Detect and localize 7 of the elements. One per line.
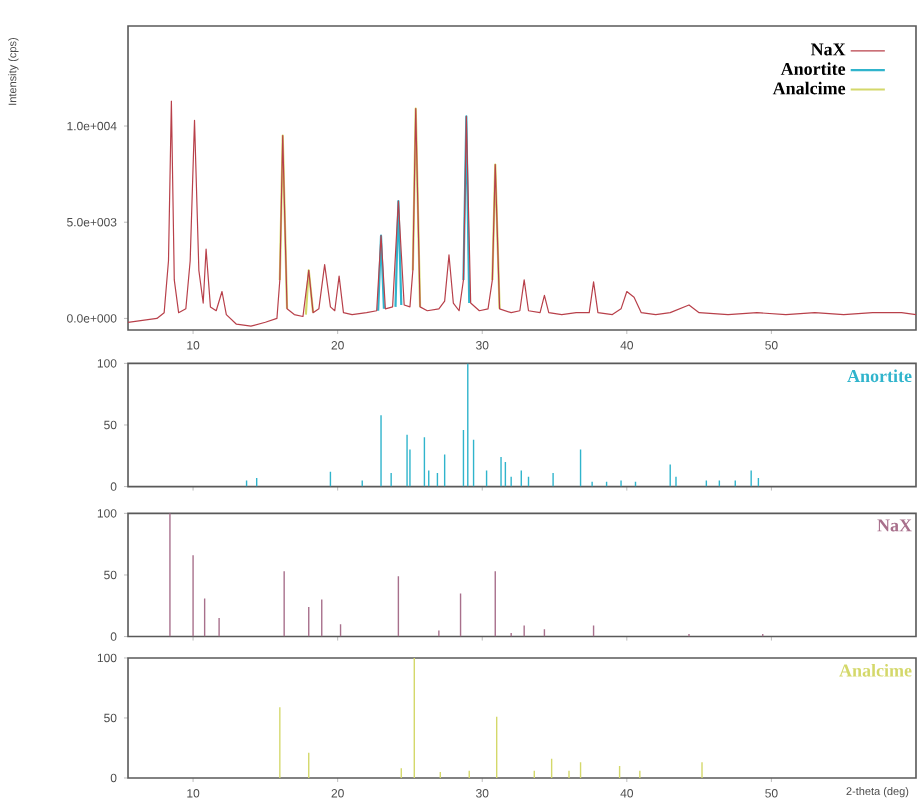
text: Anortite bbox=[847, 369, 912, 383]
legend-label: Analcime bbox=[772, 81, 846, 95]
text: NaX bbox=[877, 519, 912, 532]
legend-label: NaX bbox=[810, 43, 846, 56]
text: Analcime bbox=[839, 663, 912, 677]
line-series bbox=[128, 100, 916, 327]
legend-label: Anortite bbox=[780, 62, 846, 75]
